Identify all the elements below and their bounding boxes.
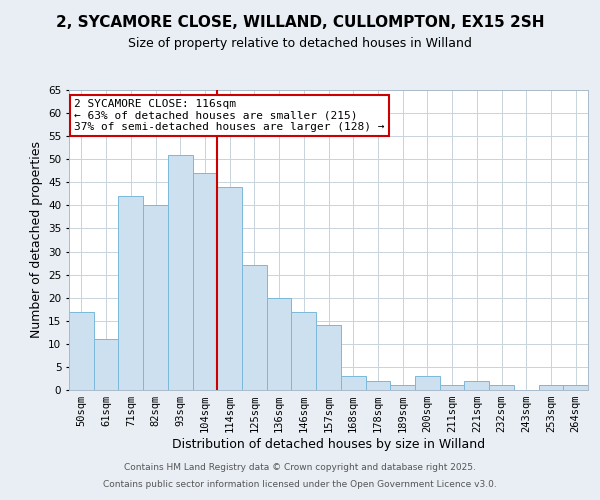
Bar	[242, 266, 267, 390]
Text: 2, SYCAMORE CLOSE, WILLAND, CULLOMPTON, EX15 2SH: 2, SYCAMORE CLOSE, WILLAND, CULLOMPTON, …	[56, 15, 544, 30]
Bar	[292, 312, 316, 390]
Bar	[217, 187, 242, 390]
Bar	[563, 386, 588, 390]
Text: Size of property relative to detached houses in Willand: Size of property relative to detached ho…	[128, 38, 472, 51]
Bar	[168, 154, 193, 390]
Y-axis label: Number of detached properties: Number of detached properties	[29, 142, 43, 338]
Bar	[539, 386, 563, 390]
Text: Contains public sector information licensed under the Open Government Licence v3: Contains public sector information licen…	[103, 480, 497, 489]
Bar	[464, 381, 489, 390]
Text: Contains HM Land Registry data © Crown copyright and database right 2025.: Contains HM Land Registry data © Crown c…	[124, 464, 476, 472]
Bar	[365, 381, 390, 390]
Bar	[193, 173, 217, 390]
Bar	[341, 376, 365, 390]
Text: 2 SYCAMORE CLOSE: 116sqm
← 63% of detached houses are smaller (215)
37% of semi-: 2 SYCAMORE CLOSE: 116sqm ← 63% of detach…	[74, 99, 385, 132]
Bar	[118, 196, 143, 390]
Bar	[267, 298, 292, 390]
Bar	[143, 206, 168, 390]
Bar	[94, 339, 118, 390]
Bar	[69, 312, 94, 390]
Bar	[489, 386, 514, 390]
Bar	[415, 376, 440, 390]
Bar	[390, 386, 415, 390]
X-axis label: Distribution of detached houses by size in Willand: Distribution of detached houses by size …	[172, 438, 485, 451]
Bar	[440, 386, 464, 390]
Bar	[316, 326, 341, 390]
